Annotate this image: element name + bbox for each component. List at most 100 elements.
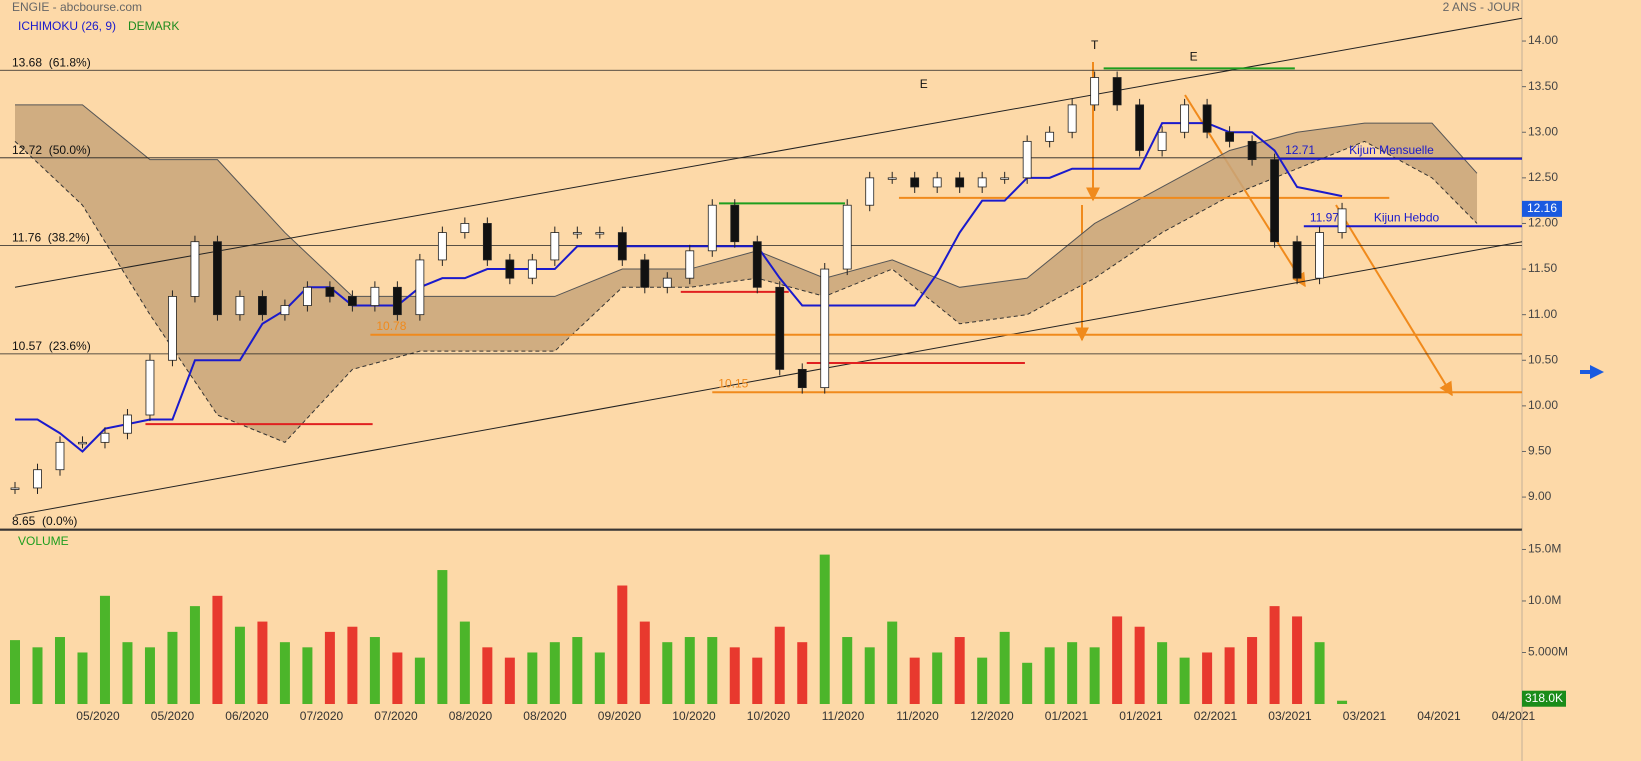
trendline xyxy=(14,17,1523,288)
y-tick-label: 11.50 xyxy=(1528,261,1557,275)
candle xyxy=(100,432,110,443)
level-label: 10.78 xyxy=(376,319,406,333)
x-tick-label: 05/2020 xyxy=(151,709,195,723)
x-tick-label: 04/2021 xyxy=(1492,709,1536,723)
level-label: 10.15 xyxy=(718,376,748,390)
arrow xyxy=(1335,204,1453,397)
candle xyxy=(1000,177,1010,180)
volume-bar xyxy=(932,652,943,704)
volume-bar xyxy=(752,657,763,704)
volume-bar xyxy=(549,642,560,704)
candle xyxy=(640,259,650,288)
candle xyxy=(415,259,425,316)
candle xyxy=(955,177,965,188)
candle xyxy=(730,204,740,243)
candle xyxy=(235,296,245,316)
candle xyxy=(1022,140,1032,179)
x-tick-label: 07/2020 xyxy=(374,709,418,723)
candle xyxy=(213,241,222,316)
volume-bar xyxy=(144,647,155,704)
volume-bar xyxy=(369,637,380,704)
level-label: 11.97 xyxy=(1310,210,1339,224)
volume-bar xyxy=(1337,700,1348,704)
current-price-box xyxy=(1522,200,1562,217)
volume-bar xyxy=(437,570,448,704)
volume-bar xyxy=(954,637,965,704)
volume-last-box xyxy=(1522,690,1566,707)
volume-bar xyxy=(1022,662,1033,704)
volume-bar xyxy=(662,642,673,704)
candle xyxy=(325,286,335,297)
fib-label: 8.65 (0.0%) xyxy=(12,514,77,528)
candle xyxy=(1090,77,1100,106)
fib-label: 12.72 (50.0%) xyxy=(12,143,91,157)
volume-bar xyxy=(527,652,538,704)
volume-bar xyxy=(1224,647,1235,704)
volume-bar xyxy=(1067,642,1078,704)
volume-bar xyxy=(594,652,605,704)
candle xyxy=(168,296,177,361)
candle xyxy=(1045,131,1055,142)
candle xyxy=(842,204,852,270)
volume-bar xyxy=(977,657,988,704)
indicator-label: ICHIMOKU (26, 9) xyxy=(18,19,116,33)
volume-bar xyxy=(459,621,470,704)
fib-label: 13.68 (61.8%) xyxy=(12,55,91,69)
candle xyxy=(505,259,515,279)
volume-bar xyxy=(392,652,403,704)
y-tick-label: 13.50 xyxy=(1528,79,1558,93)
volume-bar xyxy=(1134,626,1145,704)
volume-bar xyxy=(1314,642,1325,704)
candle xyxy=(10,487,20,490)
candle xyxy=(595,232,605,235)
volume-bar xyxy=(32,647,43,704)
candle xyxy=(752,241,762,288)
y-tick-label: 10.50 xyxy=(1528,352,1558,366)
x-tick-label: 06/2020 xyxy=(225,709,269,723)
volume-bar xyxy=(909,657,920,704)
candle xyxy=(33,469,42,489)
kijun-line xyxy=(15,122,1343,453)
candle xyxy=(797,368,807,389)
x-tick-label: 05/2020 xyxy=(76,709,120,723)
candle xyxy=(347,296,357,306)
x-tick-label: 10/2020 xyxy=(672,709,716,723)
candle xyxy=(280,305,290,316)
candle xyxy=(775,286,785,370)
candle xyxy=(1180,104,1190,133)
volume-bar xyxy=(1292,616,1303,704)
candle xyxy=(78,441,87,445)
candle xyxy=(685,250,695,279)
volume-bar xyxy=(1269,606,1280,704)
ichimoku-cloud xyxy=(15,104,1478,443)
x-tick-label: 08/2020 xyxy=(449,709,493,723)
candle xyxy=(617,232,627,261)
candle xyxy=(1337,208,1347,233)
y-tick-label: 12.50 xyxy=(1528,170,1558,184)
annotation: T xyxy=(1091,38,1099,52)
x-tick-label: 09/2020 xyxy=(598,709,642,723)
volume-bar xyxy=(99,595,110,704)
chart-subtitle: 2 ANS - JOUR xyxy=(1443,0,1521,14)
x-tick-label: 03/2021 xyxy=(1343,709,1387,723)
candle xyxy=(145,359,155,416)
candle xyxy=(1225,131,1234,142)
annotation: E xyxy=(920,77,928,91)
x-tick-label: 11/2020 xyxy=(896,709,939,723)
annotation: E xyxy=(1190,50,1198,64)
volume-bar xyxy=(77,652,88,704)
x-tick-label: 11/2020 xyxy=(822,709,865,723)
volume-bar xyxy=(1112,616,1123,704)
candle xyxy=(977,177,987,188)
x-tick-label: 02/2021 xyxy=(1194,709,1238,723)
level-name: Kijun Mensuelle xyxy=(1349,143,1434,157)
candle xyxy=(437,232,447,261)
volume-bar xyxy=(684,637,695,704)
candle xyxy=(932,177,942,188)
volume-tick-label: 15.0M xyxy=(1528,542,1561,556)
volume-bar xyxy=(774,626,785,704)
indicator-label: DEMARK xyxy=(128,19,179,33)
volume-bar xyxy=(1157,642,1168,704)
candle xyxy=(460,223,470,233)
volume-bar xyxy=(1089,647,1100,704)
